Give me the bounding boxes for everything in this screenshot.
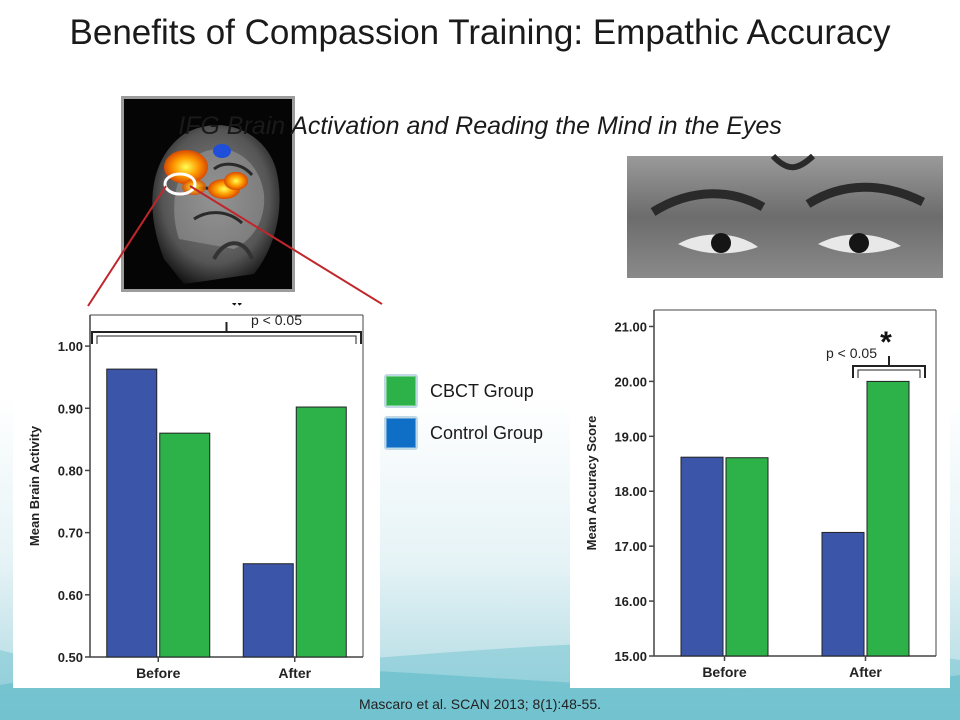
brain-chart-y-tick-label: 0.60 <box>58 588 83 603</box>
brain-chart-significance-bracket-inner <box>96 335 357 344</box>
brain-chart-significance-star: * <box>231 303 243 322</box>
brain-chart-x-tick-label: Before <box>136 665 181 681</box>
accuracy-chart-bar-after-1 <box>866 380 910 657</box>
accuracy-chart-y-tick-label: 21.00 <box>614 319 647 334</box>
brain-chart-y-tick-label: 0.80 <box>58 463 83 478</box>
slide-subtitle: IFG Brain Activation and Reading the Min… <box>178 112 782 140</box>
brain-chart-bar-after-1 <box>295 406 347 658</box>
brain-chart-bar-before-0 <box>106 368 158 658</box>
accuracy-chart-y-tick-label: 16.00 <box>614 594 647 609</box>
accuracy-chart-y-tick-label: 15.00 <box>614 649 647 664</box>
legend-item-cbct: CBCT Group <box>384 370 543 412</box>
citation: Mascaro et al. SCAN 2013; 8(1):48-55. <box>358 696 601 712</box>
accuracy-chart-significance-bracket-inner <box>857 369 921 378</box>
accuracy-chart-y-axis-label: Mean Accuracy Score <box>584 416 599 551</box>
accuracy-chart-x-tick-label: After <box>849 664 882 680</box>
legend-label-control: Control Group <box>430 422 544 443</box>
accuracy-chart-significance-bracket <box>852 365 926 378</box>
slide-title: Benefits of Compassion Training: Empathi… <box>69 13 891 52</box>
eyes-photo <box>623 152 949 283</box>
accuracy-chart-y-tick-label: 17.00 <box>614 539 647 554</box>
brain-activity-chart-panel: 0.50 0.60 0.70 0.80 0.90 1.00 Mean Brain Activ… <box>13 289 380 688</box>
brain-chart-bar-before-1 <box>159 432 211 658</box>
brain-chart-bar-after-0 <box>242 563 294 658</box>
accuracy-chart-x-tick-label: Before <box>702 664 747 680</box>
legend-swatch-control <box>384 416 418 450</box>
brain-chart-y-axis-label: Mean Brain Activity <box>27 425 42 546</box>
accuracy-chart-panel: 15.00 16.00 17.00 18.00 19.00 20.00 21.00 Mean … <box>570 306 950 688</box>
accuracy-chart-significance-star: * <box>880 326 892 359</box>
accuracy-chart: 15.00 16.00 17.00 18.00 19.00 20.00 21.00 Mean … <box>584 309 937 680</box>
legend: CBCT Group Control Group <box>384 370 543 454</box>
accuracy-chart-bar-before-1 <box>725 457 769 657</box>
brain-chart-y-tick-label: 0.50 <box>58 650 83 665</box>
accuracy-chart-y-tick-label: 19.00 <box>614 429 647 444</box>
brain-chart-significance-bracket <box>91 331 362 344</box>
legend-label-cbct: CBCT Group <box>430 380 534 401</box>
accuracy-chart-y-tick-label: 18.00 <box>614 484 647 499</box>
brain-chart-x-tick-label: After <box>278 665 311 681</box>
legend-item-control: Control Group <box>384 412 543 454</box>
accuracy-chart-bar-after-0 <box>821 531 865 657</box>
legend-swatch-cbct <box>384 374 418 408</box>
brain-chart-y-tick-label: 1.00 <box>58 339 83 354</box>
accuracy-chart-p-value-label: p < 0.05 <box>826 345 877 361</box>
accuracy-chart-bar-before-0 <box>680 456 724 657</box>
brain-chart-y-tick-label: 0.90 <box>58 401 83 416</box>
brain-chart-p-value-label: p < 0.05 <box>251 312 302 328</box>
brain-chart-y-tick-label: 0.70 <box>58 526 83 541</box>
brain-activity-chart: 0.50 0.60 0.70 0.80 0.90 1.00 Mean Brain Activ… <box>27 289 364 681</box>
accuracy-chart-y-tick-label: 20.00 <box>614 374 647 389</box>
